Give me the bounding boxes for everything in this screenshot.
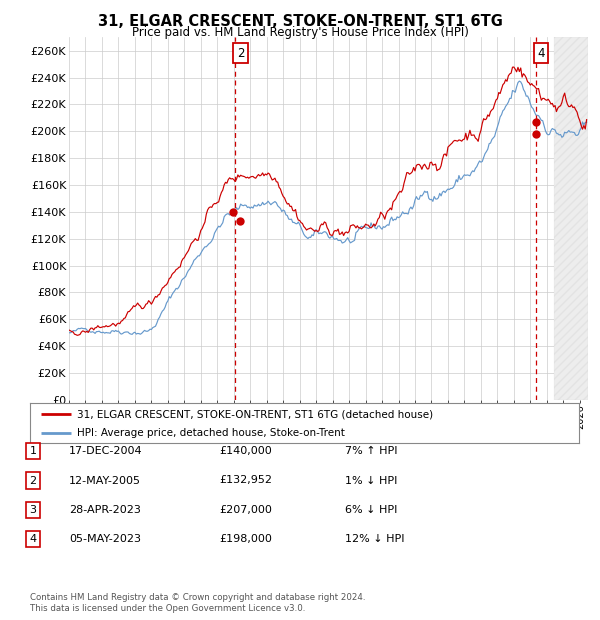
Text: 3: 3 <box>29 505 37 515</box>
Text: 7% ↑ HPI: 7% ↑ HPI <box>345 446 398 456</box>
Text: HPI: Average price, detached house, Stoke-on-Trent: HPI: Average price, detached house, Stok… <box>77 428 344 438</box>
Text: 4: 4 <box>538 47 545 60</box>
Text: 12-MAY-2005: 12-MAY-2005 <box>69 476 141 485</box>
Text: 2: 2 <box>29 476 37 485</box>
Text: 1: 1 <box>29 446 37 456</box>
Text: 17-DEC-2004: 17-DEC-2004 <box>69 446 143 456</box>
Text: 6% ↓ HPI: 6% ↓ HPI <box>345 505 397 515</box>
Bar <box>554 37 588 400</box>
Text: Contains HM Land Registry data © Crown copyright and database right 2024.
This d: Contains HM Land Registry data © Crown c… <box>30 593 365 613</box>
Text: 4: 4 <box>29 534 37 544</box>
Text: 28-APR-2023: 28-APR-2023 <box>69 505 141 515</box>
Text: 12% ↓ HPI: 12% ↓ HPI <box>345 534 404 544</box>
Text: £198,000: £198,000 <box>219 534 272 544</box>
Text: £207,000: £207,000 <box>219 505 272 515</box>
Text: £140,000: £140,000 <box>219 446 272 456</box>
Bar <box>554 37 588 400</box>
Text: 31, ELGAR CRESCENT, STOKE-ON-TRENT, ST1 6TG: 31, ELGAR CRESCENT, STOKE-ON-TRENT, ST1 … <box>98 14 502 29</box>
Text: 2: 2 <box>237 47 244 60</box>
Text: Price paid vs. HM Land Registry's House Price Index (HPI): Price paid vs. HM Land Registry's House … <box>131 26 469 39</box>
Text: 1% ↓ HPI: 1% ↓ HPI <box>345 476 397 485</box>
Text: 05-MAY-2023: 05-MAY-2023 <box>69 534 141 544</box>
Text: £132,952: £132,952 <box>219 476 272 485</box>
Text: 31, ELGAR CRESCENT, STOKE-ON-TRENT, ST1 6TG (detached house): 31, ELGAR CRESCENT, STOKE-ON-TRENT, ST1 … <box>77 409 433 419</box>
